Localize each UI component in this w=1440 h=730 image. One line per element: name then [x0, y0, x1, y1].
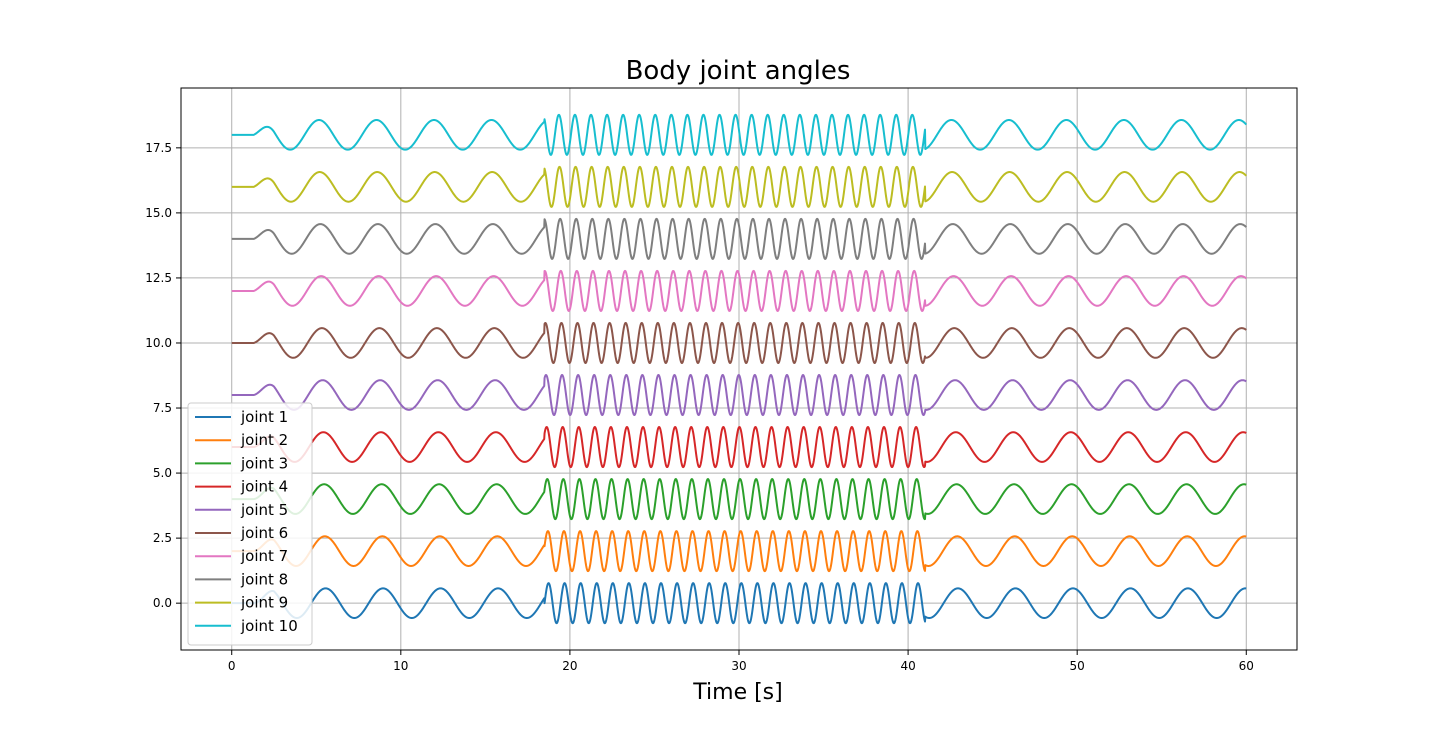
series-line-joint-5 [231, 373, 1247, 417]
y-tick-label: 0.0 [153, 596, 172, 610]
series-line-joint-4 [231, 426, 1247, 469]
x-axis-label: Time [s] [692, 680, 782, 705]
x-tick-label: 10 [393, 659, 408, 673]
y-tick-label: 17.5 [145, 141, 172, 155]
chart-title: Body joint angles [626, 56, 851, 86]
x-tick-label: 0 [228, 659, 236, 673]
series-line-joint-3 [231, 478, 1247, 521]
y-tick-label: 7.5 [153, 401, 172, 415]
x-tick-label: 50 [1070, 659, 1085, 673]
legend-label: joint 1 [240, 408, 288, 426]
y-tick-label: 5.0 [153, 466, 172, 480]
series-line-joint-2 [231, 530, 1247, 573]
legend-label: joint 5 [240, 501, 288, 519]
legend-label: joint 7 [240, 547, 288, 565]
legend: joint 1 joint 2 joint 3 joint 4 joint 5 joint… [187, 402, 313, 646]
y-tick-label: 15.0 [145, 206, 172, 220]
legend-label: joint 6 [240, 524, 288, 542]
legend-label: joint 3 [240, 454, 288, 472]
legend-label: joint 10 [240, 617, 298, 635]
series-line-joint-7 [231, 269, 1247, 312]
x-axis-ticks: 0 10 20 30 40 50 60 [228, 650, 1254, 673]
x-tick-label: 30 [731, 659, 746, 673]
series-line-joint-10 [231, 113, 1248, 156]
series-line-joint-1 [231, 582, 1247, 625]
series-line-joint-9 [231, 165, 1247, 208]
series-line-joint-6 [231, 321, 1247, 365]
legend-label: joint 9 [240, 594, 288, 612]
y-axis-ticks: 0.0 2.5 5.0 7.5 10.0 12.5 15.0 17.5 [145, 141, 181, 610]
legend-label: joint 2 [240, 431, 288, 449]
legend-label: joint 4 [240, 478, 288, 496]
y-tick-label: 2.5 [153, 531, 172, 545]
y-tick-label: 12.5 [145, 271, 172, 285]
x-tick-label: 40 [900, 659, 915, 673]
x-tick-label: 60 [1239, 659, 1254, 673]
series-lines [231, 113, 1248, 625]
x-tick-label: 20 [562, 659, 577, 673]
y-tick-label: 10.0 [145, 336, 172, 350]
series-line-joint-8 [231, 217, 1247, 260]
legend-label: joint 8 [240, 570, 288, 588]
